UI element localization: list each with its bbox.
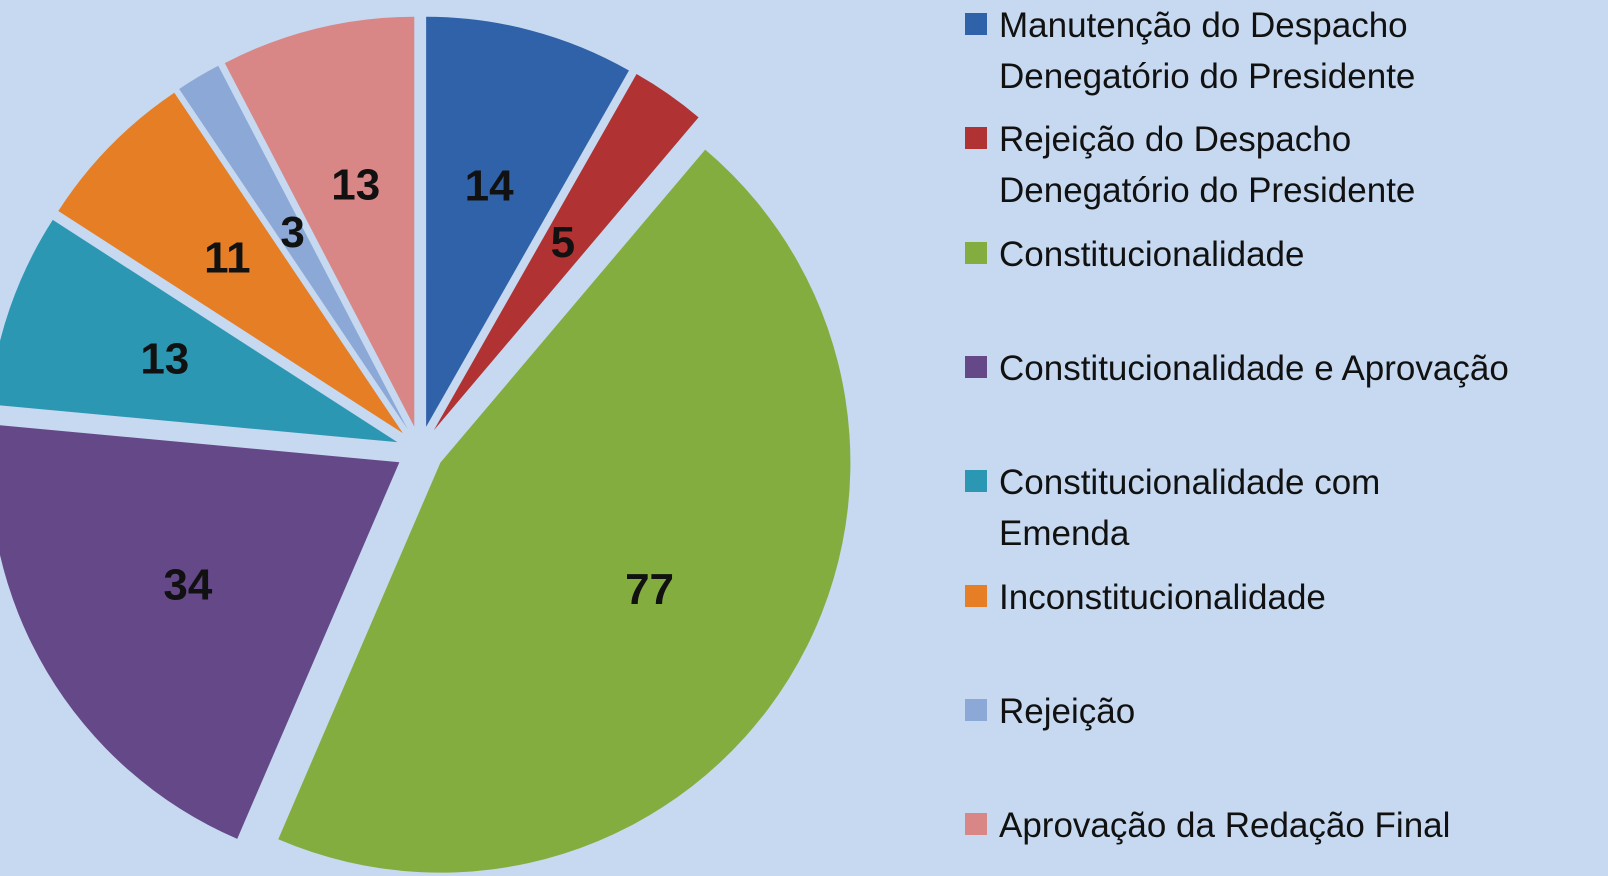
data-label: 5 — [551, 218, 575, 267]
data-label: 13 — [140, 334, 189, 383]
legend-item: Rejeição do Despacho Denegatório do Pres… — [965, 114, 1435, 216]
pie-slice — [58, 92, 403, 434]
legend-item: Rejeição — [965, 686, 1525, 737]
legend-item: Aprovação da Redação Final — [965, 800, 1565, 851]
data-label: 34 — [163, 560, 212, 609]
legend-label: Rejeição do Despacho Denegatório do Pres… — [999, 120, 1416, 211]
legend-swatch — [965, 584, 987, 607]
legend-label: Rejeição — [999, 691, 1136, 731]
pie-slice — [278, 149, 851, 873]
data-label: 14 — [465, 162, 514, 211]
legend-label: Constitucionalidade e Aprovação — [999, 348, 1509, 388]
legend-item: Constitucionalidade e Aprovação — [965, 343, 1565, 394]
legend-swatch — [965, 470, 987, 493]
pie-slice — [179, 65, 408, 430]
legend-item: Constitucionalidade com Emenda — [965, 457, 1405, 559]
legend-label: Constitucionalidade com Emenda — [999, 463, 1381, 554]
legend-swatch — [965, 241, 987, 264]
legend-label: Manutenção do Despacho Denegatório do Pr… — [999, 6, 1416, 96]
pie-slice — [433, 73, 699, 431]
pie-slice — [0, 219, 398, 443]
legend-swatch — [965, 127, 987, 150]
data-label: 3 — [280, 208, 304, 257]
legend-item: Inconstitucionalidade — [965, 572, 1525, 623]
legend-label: Constitucionalidade — [999, 234, 1305, 274]
pie-slice — [0, 425, 400, 839]
legend-label: Inconstitucionalidade — [999, 577, 1326, 617]
data-label: 13 — [331, 160, 380, 209]
legend-item: Manutenção do Despacho Denegatório do Pr… — [965, 0, 1435, 102]
legend-swatch — [965, 13, 987, 35]
legend-item: Constitucionalidade — [965, 229, 1525, 280]
legend-label: Aprovação da Redação Final — [999, 806, 1451, 846]
pie: 14 5 77 34 13 11 3 13 — [0, 16, 851, 873]
legend-swatch — [965, 355, 987, 378]
data-label: 11 — [204, 233, 251, 282]
legend-swatch — [965, 698, 987, 721]
data-label: 77 — [625, 565, 674, 614]
legend-swatch — [965, 813, 987, 836]
pie-slice — [426, 16, 629, 427]
pie-slice — [224, 16, 415, 427]
